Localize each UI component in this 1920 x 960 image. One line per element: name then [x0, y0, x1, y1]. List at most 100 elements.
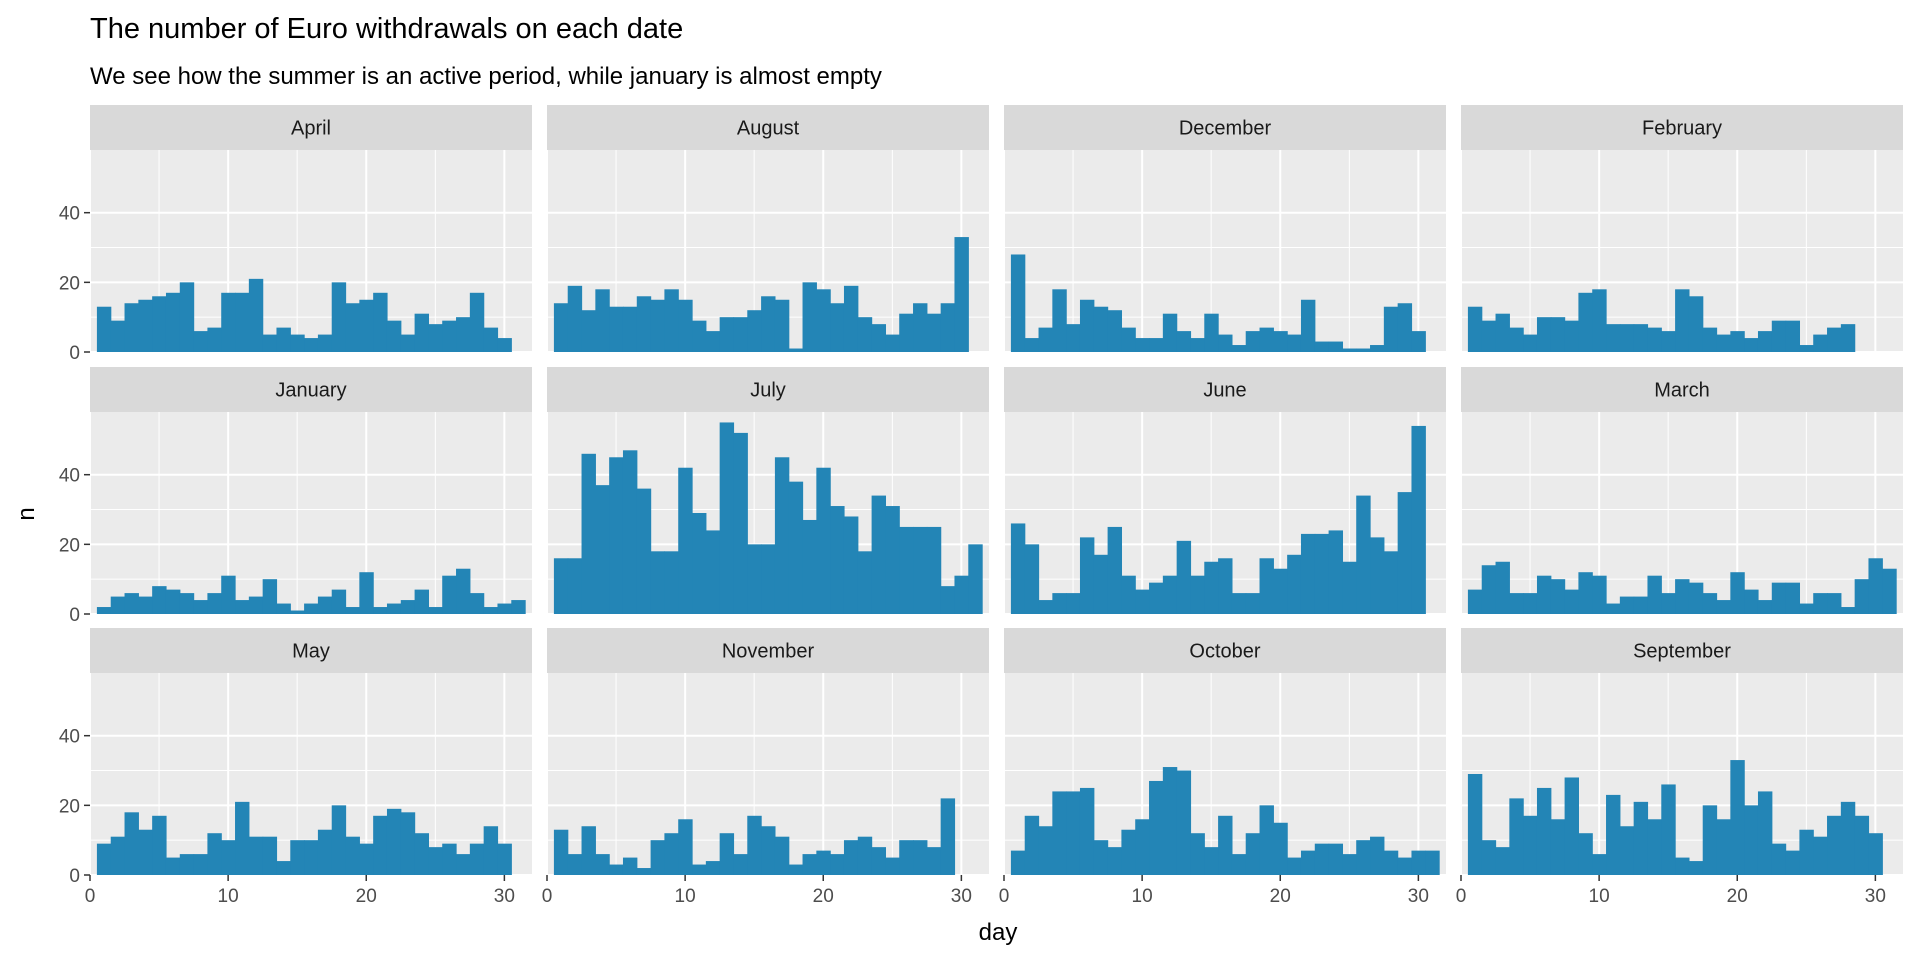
bar-may-day-1 [96, 843, 112, 875]
bar-november-day-15 [747, 815, 762, 875]
bar-january-day-9 [207, 593, 222, 614]
strip-label-september: September [1633, 641, 1731, 663]
bar-november-day-26 [899, 840, 914, 875]
bar-may-day-27 [456, 854, 471, 875]
bar-august-day-1 [553, 303, 569, 352]
bar-october-day-15 [1204, 847, 1219, 875]
bar-september-day-17 [1688, 861, 1704, 875]
bar-april-day-19 [345, 303, 360, 352]
bar-november-day-27 [913, 840, 928, 875]
bar-august-day-21 [830, 303, 845, 352]
strip-may [90, 628, 532, 673]
bar-july-day-22 [843, 516, 859, 614]
bar-february-day-13 [1633, 324, 1649, 352]
bar-september-day-5 [1523, 815, 1538, 875]
chart-title: The number of Euro withdrawals on each d… [90, 13, 683, 45]
bar-november-day-25 [885, 857, 900, 875]
bar-april-day-17 [317, 334, 333, 352]
bar-july-day-4 [595, 485, 610, 614]
bar-september-day-18 [1702, 805, 1718, 875]
y-axis-title: n [13, 507, 40, 520]
bar-march-day-29 [1854, 579, 1870, 614]
bar-december-day-4 [1052, 289, 1067, 352]
bar-september-day-28 [1840, 801, 1856, 875]
bar-july-day-27 [913, 526, 928, 614]
bar-june-day-14 [1190, 575, 1205, 614]
bar-february-day-18 [1702, 327, 1718, 352]
bar-may-day-15 [290, 840, 305, 875]
x-tick-label: 0 [1456, 886, 1467, 907]
bar-march-day-23 [1771, 582, 1787, 614]
bar-september-day-8 [1564, 777, 1580, 875]
bar-january-day-1 [96, 607, 112, 614]
bar-february-day-9 [1578, 292, 1593, 352]
bar-november-day-22 [843, 840, 859, 875]
bar-january-day-22 [386, 603, 402, 614]
bar-february-day-4 [1509, 327, 1524, 352]
bar-october-day-16 [1218, 815, 1233, 875]
bar-march-day-19 [1716, 600, 1731, 614]
bar-may-day-19 [345, 836, 360, 875]
bar-november-day-23 [857, 836, 873, 875]
bar-april-day-4 [138, 299, 153, 352]
bar-september-day-4 [1509, 798, 1524, 875]
bar-march-day-17 [1688, 582, 1704, 614]
bar-january-day-17 [317, 596, 333, 614]
bar-march-day-12 [1619, 596, 1635, 614]
bar-november-day-17 [774, 836, 790, 875]
strip-label-august: August [737, 118, 800, 140]
bar-april-day-1 [96, 306, 112, 352]
bar-august-day-28 [926, 313, 942, 352]
bar-january-day-20 [359, 572, 374, 614]
bar-december-day-9 [1121, 327, 1136, 352]
bar-june-day-7 [1093, 554, 1109, 614]
bar-april-day-25 [428, 324, 443, 352]
bar-august-day-29 [940, 303, 956, 352]
panel-june: June [1003, 367, 1446, 615]
bar-october-day-29 [1397, 857, 1413, 875]
bar-july-day-6 [622, 450, 638, 614]
panel-july: July [546, 367, 989, 615]
bar-november-day-11 [692, 864, 707, 875]
bar-february-day-24 [1785, 320, 1801, 352]
bar-june-day-25 [1342, 561, 1357, 614]
y-tick-label: 40 [59, 204, 80, 225]
bar-january-day-7 [179, 593, 195, 614]
bar-january-day-30 [497, 603, 512, 614]
strip-october [1004, 628, 1446, 673]
bar-august-day-4 [595, 289, 610, 352]
bar-october-day-24 [1328, 843, 1344, 875]
bar-june-day-23 [1314, 533, 1330, 614]
bar-january-day-18 [331, 589, 347, 614]
x-tick-label: 10 [1132, 886, 1153, 907]
bar-december-day-13 [1176, 331, 1192, 352]
bar-august-day-8 [650, 299, 666, 352]
bar-march-day-2 [1481, 565, 1497, 614]
bar-june-day-2 [1024, 544, 1040, 614]
bar-july-day-14 [733, 432, 748, 614]
bar-october-day-28 [1383, 850, 1399, 875]
bar-september-day-27 [1827, 815, 1842, 875]
bar-september-day-22 [1757, 791, 1773, 875]
bar-december-day-17 [1231, 345, 1247, 352]
bar-july-day-13 [719, 422, 735, 614]
bar-june-day-24 [1328, 530, 1344, 614]
bar-september-day-16 [1675, 857, 1690, 875]
bar-may-day-23 [400, 812, 416, 875]
bar-december-day-6 [1079, 299, 1095, 352]
bar-march-day-31 [1882, 568, 1897, 614]
bar-february-day-15 [1661, 331, 1676, 352]
bar-june-day-3 [1038, 600, 1053, 614]
bar-december-day-1 [1010, 254, 1026, 352]
bar-november-day-24 [871, 847, 887, 875]
strip-label-october: October [1189, 641, 1260, 663]
bar-august-day-20 [816, 289, 831, 352]
bar-november-day-6 [622, 857, 638, 875]
strip-january [90, 367, 532, 412]
bar-january-day-6 [165, 589, 181, 614]
panel-december: December [1003, 105, 1446, 353]
bar-april-day-29 [483, 327, 499, 352]
bar-june-day-30 [1411, 425, 1426, 614]
bar-july-day-9 [664, 551, 679, 614]
bar-october-day-1 [1010, 850, 1026, 875]
